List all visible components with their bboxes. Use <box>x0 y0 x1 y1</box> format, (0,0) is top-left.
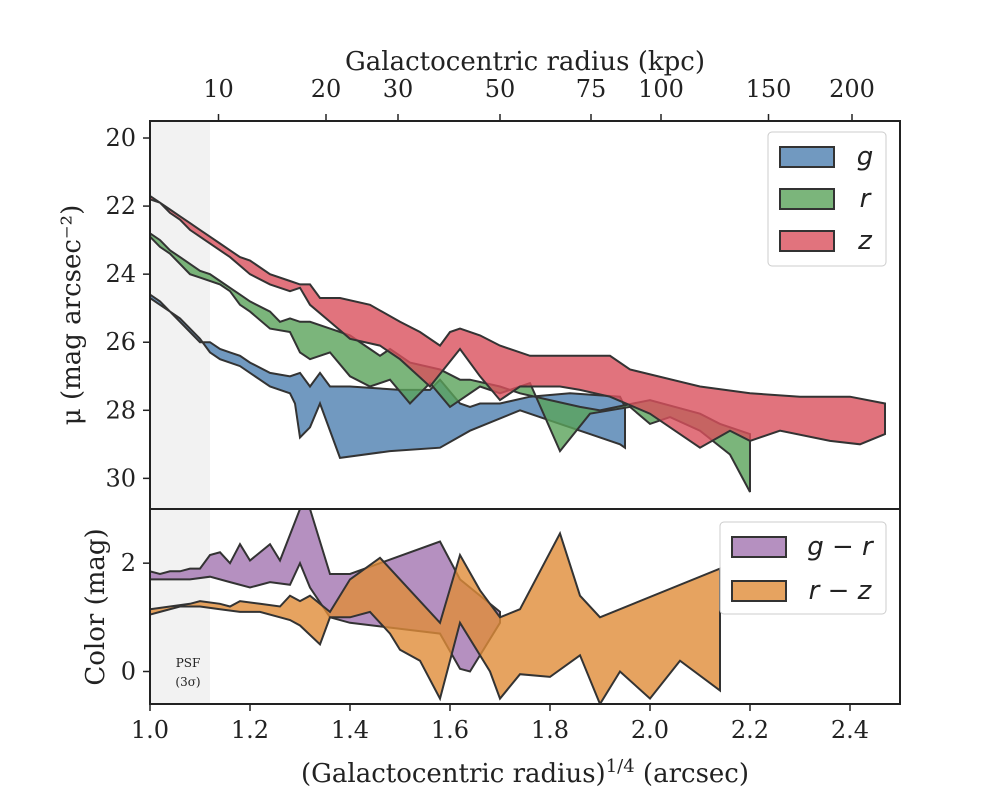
top-x-tick-label: 200 <box>829 75 875 103</box>
psf-sublabel: (3σ) <box>175 675 200 689</box>
x-tick-label: 2.4 <box>831 716 869 744</box>
x-tick-label: 2.2 <box>731 716 769 744</box>
legend-bands: grz <box>767 131 887 267</box>
band-z <box>150 194 886 449</box>
band-rz <box>150 530 721 704</box>
x-tick-label: 1.6 <box>431 716 469 744</box>
legend-swatch-rz <box>731 580 787 602</box>
y-axis-ticks: 20 22 24 26 28 30 <box>105 124 150 492</box>
y-tick-label: 30 <box>105 464 136 492</box>
y-tick-label: 28 <box>105 396 136 424</box>
y-tick-label: 20 <box>105 124 136 152</box>
x-tick-label: 1.8 <box>531 716 569 744</box>
psf-label: PSF <box>176 656 201 670</box>
top-x-tick-label: 100 <box>638 75 684 103</box>
legend-swatch-z <box>779 230 835 252</box>
x-tick-label: 2.0 <box>631 716 669 744</box>
legend-label-gr: g − r <box>807 532 875 562</box>
legend-swatch-g <box>779 146 835 168</box>
x-tick-label: 1.2 <box>231 716 269 744</box>
color-y-tick-label: 0 <box>121 658 136 686</box>
top-x-tick-label: 50 <box>485 75 516 103</box>
x-tick-label: 1.4 <box>331 716 369 744</box>
top-x-tick-label: 75 <box>576 75 607 103</box>
top-x-axis-label: Galactocentric radius (kpc) <box>345 47 705 77</box>
top-x-tick-label: 30 <box>383 75 414 103</box>
y-tick-label: 26 <box>105 328 136 356</box>
legend-label-r: r <box>860 184 873 214</box>
color-panel: PSF (3σ) 02 1.0 1.2 1.4 1.6 1.8 2.0 2.2 2.4 (Ga… <box>81 509 900 789</box>
color-y-tick-label: 2 <box>121 549 136 577</box>
surface-brightness-series <box>150 194 886 493</box>
legend-label-z: z <box>857 226 873 256</box>
legend-colors: g − r r − z <box>719 521 887 615</box>
x-axis-ticks: 1.0 1.2 1.4 1.6 1.8 2.0 2.2 2.4 <box>131 704 869 744</box>
top-x-tick-label: 20 <box>311 75 342 103</box>
top-x-tick-label: 10 <box>203 75 234 103</box>
top-x-axis-ticks: 10 20 30 50 75 100 150 200 <box>203 75 875 121</box>
y-axis-label-mu: μ (mag arcsec⁻²) <box>57 205 87 425</box>
legend-swatch-r <box>779 188 835 210</box>
legend-swatch-gr <box>731 536 787 558</box>
y-tick-label: 22 <box>105 192 136 220</box>
x-tick-label: 1.0 <box>131 716 169 744</box>
psf-shaded-region <box>150 121 210 509</box>
color-y-axis-ticks: 02 <box>121 549 150 686</box>
y-axis-label-color: Color (mag) <box>81 528 111 685</box>
surface-brightness-panel: 20 22 24 26 28 30 10 20 30 50 75 100 150 200 Galacto… <box>57 47 900 509</box>
color-series <box>150 509 721 704</box>
y-tick-label: 24 <box>105 260 136 288</box>
top-x-tick-label: 150 <box>746 75 792 103</box>
legend-label-g: g <box>857 142 874 172</box>
legend-label-rz: r − z <box>809 576 873 606</box>
x-axis-label: (Galactocentric radius)1/4 (arcsec) <box>301 756 749 789</box>
bottom-panel-frame <box>149 508 901 705</box>
